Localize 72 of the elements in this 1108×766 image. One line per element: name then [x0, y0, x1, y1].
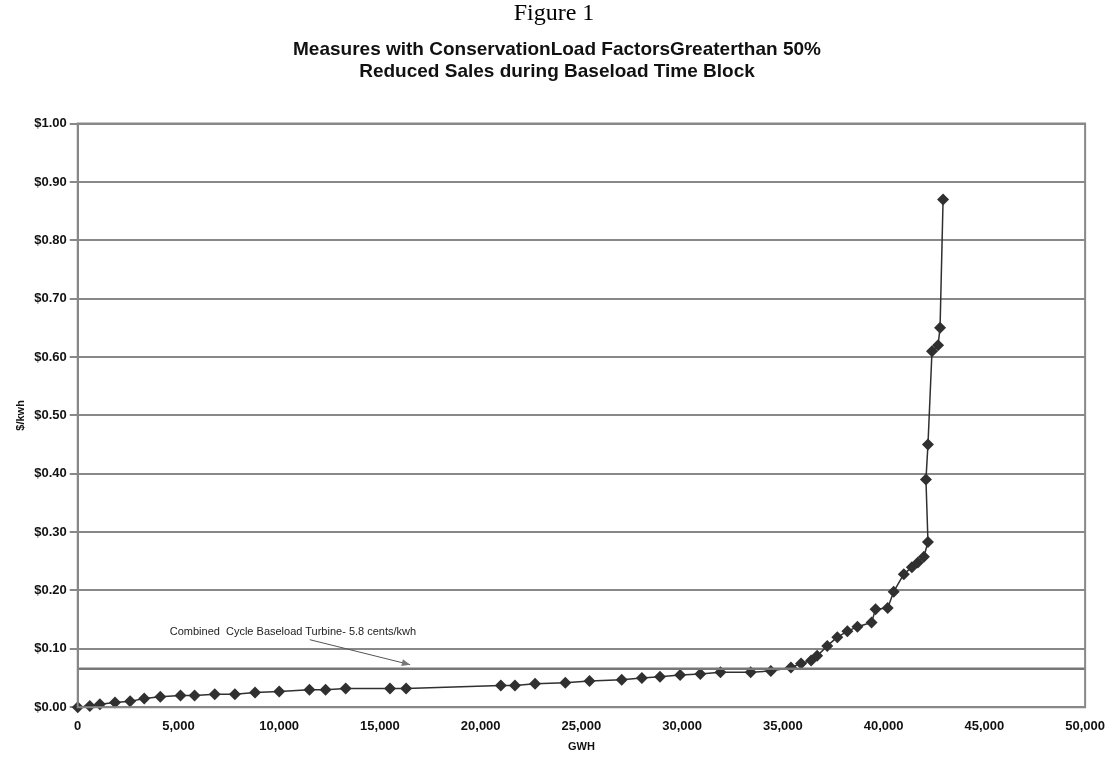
ref-line-label: Combined Cycle Baseload Turbine- 5.8 cents/kwh	[169, 625, 417, 638]
point	[273, 685, 286, 698]
point	[615, 673, 628, 686]
point	[303, 683, 316, 696]
y-tick-label: $0.80	[34, 231, 67, 247]
y-tick-label: $0.10	[34, 640, 67, 656]
point	[851, 620, 864, 633]
point	[917, 550, 930, 563]
point	[905, 561, 918, 574]
point	[154, 690, 167, 703]
point	[319, 683, 332, 696]
point	[919, 473, 932, 486]
point	[124, 695, 137, 708]
x-tick-label: 20,000	[460, 717, 501, 733]
y-tick-label: $0.50	[34, 406, 67, 422]
point	[529, 677, 542, 690]
y-axis-title: $/kwh	[13, 399, 26, 431]
point	[138, 692, 151, 705]
x-tick-label: 0	[74, 717, 82, 733]
point	[921, 438, 934, 451]
point	[805, 654, 818, 667]
point	[921, 536, 934, 549]
y-tick-label: $0.30	[34, 523, 67, 539]
point	[887, 585, 900, 598]
point	[911, 556, 924, 569]
x-tick-label: 40,000	[863, 717, 904, 733]
point	[339, 682, 352, 695]
point	[508, 679, 521, 692]
x-tick-label: 30,000	[662, 717, 703, 733]
y-tick-label: $0.00	[34, 698, 67, 714]
point	[934, 321, 947, 334]
x-axis-title: GWH	[567, 740, 595, 753]
point	[635, 672, 648, 685]
point	[249, 686, 262, 699]
point	[841, 625, 854, 638]
y-tick-label: $0.70	[34, 290, 67, 306]
caption: Figure 1	[512, 0, 596, 25]
x-tick-label: 5,000	[162, 717, 195, 733]
y-tick-label: $0.60	[34, 348, 67, 364]
x-tick-label: 50,000	[1065, 717, 1105, 733]
point	[831, 631, 844, 644]
x-tick-label: 35,000	[763, 717, 803, 733]
point	[583, 674, 596, 687]
x-tick-label: 10,000	[259, 717, 300, 733]
point	[174, 689, 187, 702]
point	[869, 603, 882, 616]
point	[937, 193, 950, 206]
x-tick-label: 15,000	[360, 717, 400, 733]
x-tick-label: 45,000	[964, 717, 1005, 733]
y-tick-label: $0.90	[34, 173, 67, 189]
point	[897, 568, 910, 581]
point	[384, 682, 397, 695]
y-tick-label: $1.00	[34, 115, 67, 131]
chart-title: Measures with ConservationLoad FactorsGreaterthan 50% Reduced Sales during Baseload Time Block	[293, 37, 822, 82]
point	[400, 682, 413, 695]
point	[932, 339, 945, 352]
point	[881, 601, 894, 614]
point	[109, 696, 122, 709]
point	[926, 345, 938, 358]
point	[821, 639, 834, 652]
point	[654, 670, 666, 683]
point	[674, 669, 687, 682]
point	[494, 679, 507, 692]
y-tick-label: $0.20	[34, 582, 67, 598]
point	[559, 676, 572, 689]
point	[228, 688, 241, 701]
point	[188, 689, 201, 702]
point	[811, 649, 824, 662]
y-tick-label: $0.40	[34, 465, 67, 481]
point	[208, 688, 221, 701]
x-tick-label: 25,000	[561, 717, 602, 733]
point	[865, 616, 878, 629]
